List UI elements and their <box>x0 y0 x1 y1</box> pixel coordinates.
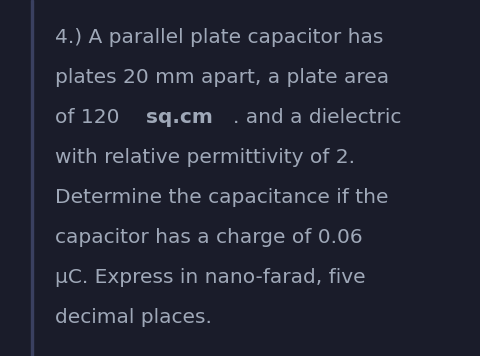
Text: with relative permittivity of 2.: with relative permittivity of 2. <box>55 148 354 167</box>
Text: decimal places.: decimal places. <box>55 308 211 327</box>
Text: 4.) A parallel plate capacitor has: 4.) A parallel plate capacitor has <box>55 28 383 47</box>
Bar <box>31 0 33 356</box>
Text: . and a dielectric: . and a dielectric <box>232 108 400 127</box>
Text: of 120: of 120 <box>55 108 126 127</box>
Text: μC. Express in nano-farad, five: μC. Express in nano-farad, five <box>55 268 365 287</box>
Text: plates 20 mm apart, a plate area: plates 20 mm apart, a plate area <box>55 68 388 87</box>
Text: sq.cm: sq.cm <box>146 108 213 127</box>
Text: capacitor has a charge of 0.06: capacitor has a charge of 0.06 <box>55 228 362 247</box>
Text: Determine the capacitance if the: Determine the capacitance if the <box>55 188 388 207</box>
